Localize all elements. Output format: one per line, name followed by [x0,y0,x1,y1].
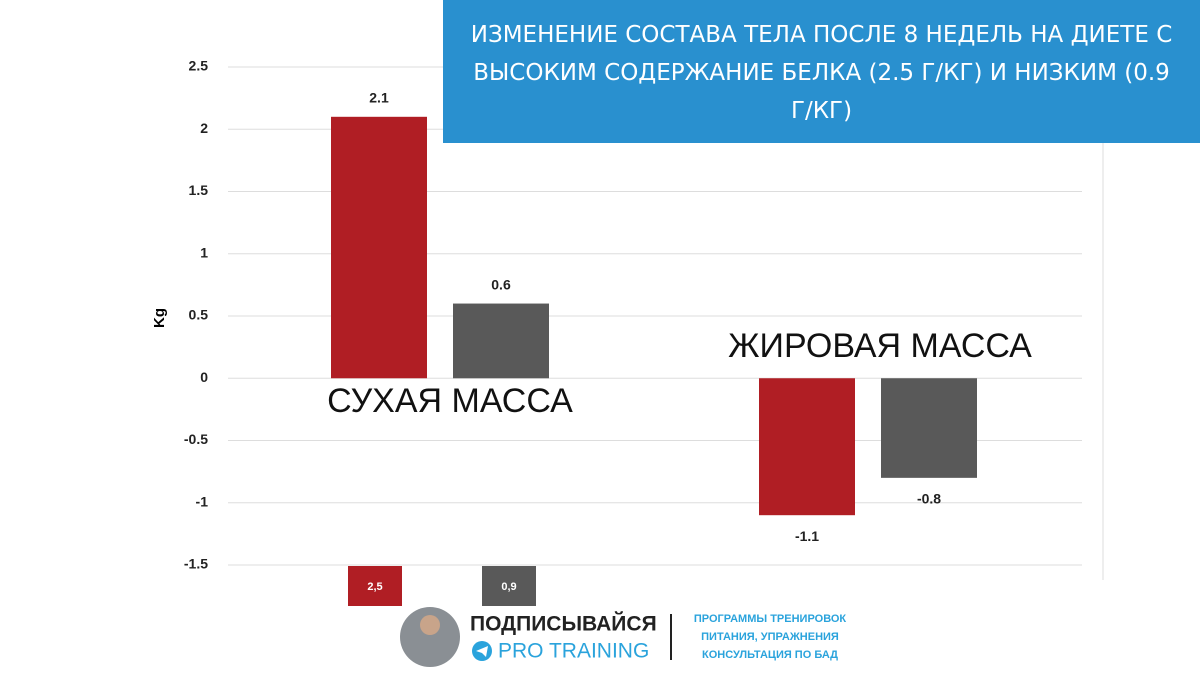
y-tick-label: 1.5 [189,182,209,198]
brand: PRO TRAINING [498,640,649,663]
telegram-plane [476,646,488,657]
bar [759,378,855,516]
avatar-head [420,615,440,635]
y-tick-label: -1.5 [184,556,208,572]
subscribe: ПОДПИСЫВАЙСЯ [470,612,657,636]
y-tick-label: -0.5 [184,431,208,447]
y-tick-label: 2.5 [189,58,209,74]
service: КОНСУЛЬТАЦИЯ ПО БАД [702,649,838,661]
category-label: ЖИРОВАЯ МАССА [728,327,1032,365]
legend-label: 2,5 [367,581,382,593]
y-axis-label: Kg [151,308,168,328]
data-label: 2.1 [369,90,389,106]
data-label: -1.1 [795,528,819,544]
service: ПИТАНИЯ, УПРАЖНЕНИЯ [701,631,839,643]
legend-swatch [348,566,402,606]
bar [881,378,977,478]
y-tick-label: 0 [200,369,208,385]
legend-swatch [482,566,536,606]
y-tick-label: 0.5 [189,307,209,323]
data-label: 0.6 [491,276,511,292]
chart-title: ИЗМЕНЕНИЕ СОСТАВА ТЕЛА ПОСЛЕ 8 НЕДЕЛЬ НА… [443,0,1200,143]
bar [331,116,427,379]
avatar [400,607,460,667]
y-tick-label: -1 [196,493,209,509]
y-tick-label: 1 [200,244,208,260]
data-label: -0.8 [917,491,941,507]
service: ПРОГРАММЫ ТРЕНИРОВОК [694,613,847,625]
legend-label: 0,9 [501,581,516,593]
bar [453,303,549,379]
y-tick-label: 2 [200,120,208,136]
category-label: СУХАЯ МАССА [327,382,573,420]
